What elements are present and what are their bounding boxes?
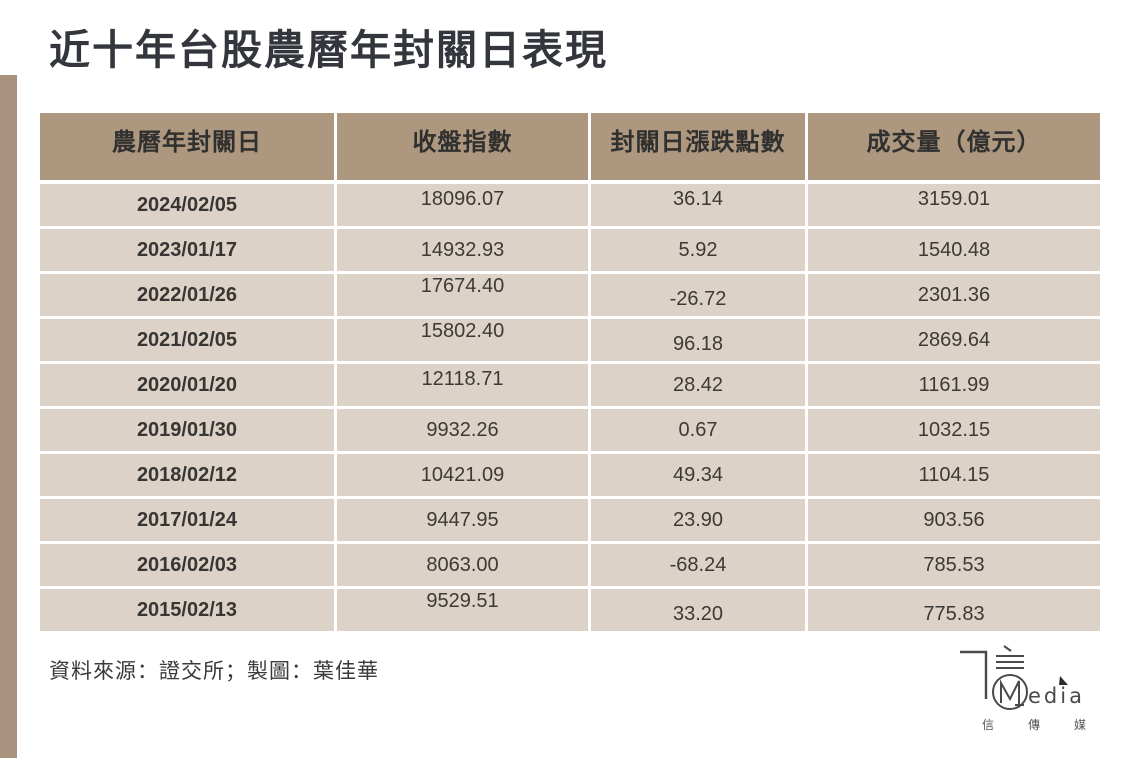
cell-date: 2023/01/17 bbox=[40, 229, 334, 271]
cell-date: 2017/01/24 bbox=[40, 499, 334, 541]
table-row: 2019/01/30 9932.26 0.67 1032.15 bbox=[40, 409, 1100, 451]
table-row: 2016/02/03 8063.00 -68.24 785.53 bbox=[40, 544, 1100, 586]
source-credit-note: 資料來源：證交所；製圖：葉佳華 bbox=[49, 659, 379, 683]
table-row: 2023/01/17 14932.93 5.92 1540.48 bbox=[40, 229, 1100, 271]
cell-date: 2016/02/03 bbox=[40, 544, 334, 586]
cell-change: -68.24 bbox=[591, 544, 805, 586]
left-accent-bar bbox=[0, 75, 17, 758]
cell-change: 5.92 bbox=[591, 229, 805, 271]
cell-date: 2015/02/13 bbox=[40, 589, 334, 631]
cell-volume: 3159.01 bbox=[808, 184, 1100, 226]
cell-volume: 903.56 bbox=[808, 499, 1100, 541]
cell-volume: 1540.48 bbox=[808, 229, 1100, 271]
cell-close: 12118.71 bbox=[337, 364, 588, 406]
cmmedia-logo-icon: edia 信 傳 媒 bbox=[960, 645, 1086, 732]
cell-volume: 1161.99 bbox=[808, 364, 1100, 406]
logo-latin-text: edia bbox=[1028, 684, 1085, 708]
cell-change: 0.67 bbox=[591, 409, 805, 451]
cell-volume: 2869.64 bbox=[808, 319, 1100, 361]
cell-change: 36.14 bbox=[591, 184, 805, 226]
cell-volume: 785.53 bbox=[808, 544, 1100, 586]
table-row: 2024/02/05 18096.07 36.14 3159.01 bbox=[40, 184, 1100, 226]
cell-date: 2018/02/12 bbox=[40, 454, 334, 496]
cell-close: 18096.07 bbox=[337, 184, 588, 226]
cell-volume: 775.83 bbox=[808, 589, 1100, 631]
performance-table: 農曆年封關日 收盤指數 封關日漲跌點數 成交量（億元） 2024/02/05 1… bbox=[40, 113, 1100, 634]
cell-close: 15802.40 bbox=[337, 319, 588, 361]
cell-close: 9447.95 bbox=[337, 499, 588, 541]
cell-close: 17674.40 bbox=[337, 274, 588, 316]
logo-cjk-char-2: 傳 bbox=[1028, 718, 1040, 732]
cell-volume: 1032.15 bbox=[808, 409, 1100, 451]
column-header-close: 收盤指數 bbox=[337, 113, 588, 180]
cell-close: 8063.00 bbox=[337, 544, 588, 586]
cell-close: 9932.26 bbox=[337, 409, 588, 451]
cell-change: -26.72 bbox=[591, 274, 805, 316]
table-row: 2020/01/20 12118.71 28.42 1161.99 bbox=[40, 364, 1100, 406]
cell-date: 2021/02/05 bbox=[40, 319, 334, 361]
logo-cjk-char-3: 媒 bbox=[1074, 718, 1086, 732]
cell-change: 28.42 bbox=[591, 364, 805, 406]
cell-volume: 1104.15 bbox=[808, 454, 1100, 496]
page-title: 近十年台股農曆年封關日表現 bbox=[49, 27, 608, 73]
cell-change: 96.18 bbox=[591, 319, 805, 361]
cell-change: 49.34 bbox=[591, 454, 805, 496]
cell-close: 14932.93 bbox=[337, 229, 588, 271]
cell-change: 33.20 bbox=[591, 589, 805, 631]
column-header-volume: 成交量（億元） bbox=[808, 113, 1100, 180]
cell-date: 2019/01/30 bbox=[40, 409, 334, 451]
cell-volume: 2301.36 bbox=[808, 274, 1100, 316]
cell-close: 10421.09 bbox=[337, 454, 588, 496]
cell-date: 2024/02/05 bbox=[40, 184, 334, 226]
table-row: 2021/02/05 15802.40 96.18 2869.64 bbox=[40, 319, 1100, 361]
table-header-row: 農曆年封關日 收盤指數 封關日漲跌點數 成交量（億元） bbox=[40, 113, 1100, 180]
table-row: 2015/02/13 9529.51 33.20 775.83 bbox=[40, 589, 1100, 631]
table-row: 2022/01/26 17674.40 -26.72 2301.36 bbox=[40, 274, 1100, 316]
cell-date: 2022/01/26 bbox=[40, 274, 334, 316]
table-row: 2017/01/24 9447.95 23.90 903.56 bbox=[40, 499, 1100, 541]
logo-cjk-char-1: 信 bbox=[982, 718, 994, 732]
cell-change: 23.90 bbox=[591, 499, 805, 541]
table-row: 2018/02/12 10421.09 49.34 1104.15 bbox=[40, 454, 1100, 496]
column-header-change: 封關日漲跌點數 bbox=[591, 113, 805, 180]
column-header-date: 農曆年封關日 bbox=[40, 113, 334, 180]
cmmedia-logo: edia 信 傳 媒 bbox=[956, 643, 1106, 741]
cell-close: 9529.51 bbox=[337, 589, 588, 631]
cell-date: 2020/01/20 bbox=[40, 364, 334, 406]
